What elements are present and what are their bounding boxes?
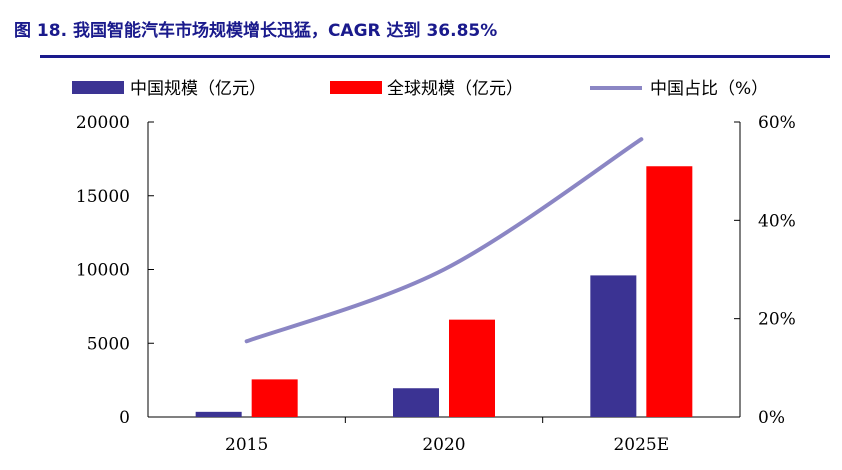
china-size-bar-2025e [590,275,637,417]
legend-swatch-global-size [330,81,382,94]
figure-title: 图 18. 我国智能汽车市场规模增长迅猛，CAGR 达到 36.85% [14,21,498,41]
left-axis-tick-label: 15000 [76,187,130,207]
legend-label-china-size: 中国规模（亿元） [130,79,266,99]
left-axis-tick-label: 10000 [76,261,130,281]
legend: 中国规模（亿元） 全球规模（亿元） 中国占比（%） [72,79,768,99]
china-size-bar-2020 [393,388,439,417]
china-size-bar-2015 [195,411,242,417]
share-line [244,137,644,344]
x-axis-tick-label: 2015 [225,435,268,455]
bars [195,166,693,417]
legend-label-global-size: 全球规模（亿元） [387,79,523,99]
legend-label-china-share: 中国占比（%） [650,79,768,99]
right-axis-tick-label: 60% [758,113,796,133]
left-axis-tick-label: 0 [119,408,130,428]
left-axis-tick-label: 20000 [76,113,130,133]
x-axis-tick-label: 2020 [422,435,465,455]
china-share-line [244,137,644,344]
global-size-bar-2020 [449,319,495,417]
x-axis-tick-label: 2025E [613,435,669,455]
axes: 0 5000 10000 15000 20000 0% 20% 40% 60% 2015 2020 2… [76,113,796,455]
right-axis-tick-label: 20% [758,310,796,330]
global-size-bar-2015 [251,379,298,417]
left-axis-tick-label: 5000 [87,334,130,354]
legend-swatch-china-size [72,81,124,94]
right-axis-tick-label: 40% [758,211,796,231]
global-size-bar-2025e [646,166,693,417]
title-underline [40,55,830,58]
right-axis-tick-label: 0% [758,408,785,428]
